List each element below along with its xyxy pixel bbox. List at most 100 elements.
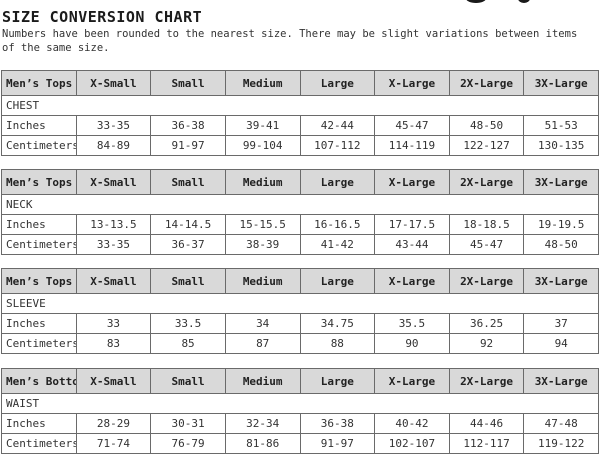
size-value: 43-44 (374, 234, 450, 255)
size-value: 76-79 (150, 433, 226, 454)
size-value: 14-14.5 (150, 214, 226, 235)
size-value: 81-86 (224, 433, 301, 454)
section-label: SLEEVE (1, 293, 599, 314)
size-value: 85 (150, 333, 226, 354)
size-value: 32-34 (224, 413, 301, 434)
unit-label: Centimeters (1, 135, 77, 156)
size-header: 2X-Large (448, 368, 525, 394)
size-value: 112-117 (448, 433, 525, 454)
table-row: Inches 33-35 36-38 39-41 42-44 45-47 48-50 51-5… (1, 115, 599, 136)
size-value: 18-18.5 (448, 214, 525, 235)
size-header: Large (299, 169, 376, 195)
size-header: X-Small (75, 368, 152, 394)
size-value: 47-48 (523, 413, 599, 434)
section-label: WAIST (1, 393, 599, 414)
size-header: Small (150, 368, 226, 394)
section-row: CHEST (1, 95, 599, 116)
size-header: X-Large (374, 169, 450, 195)
header-row: Men’s Tops X-Small Small Medium Large X-Large… (1, 169, 599, 195)
unit-label: Inches (1, 214, 77, 235)
size-value: 122-127 (448, 135, 525, 156)
size-header: 3X-Large (523, 368, 599, 394)
size-header: X-Small (75, 268, 152, 294)
table-row: Inches 28-29 30-31 32-34 36-38 40-42 44-46 47-4… (1, 413, 599, 434)
size-header: Medium (224, 70, 301, 96)
size-value: 130-135 (523, 135, 599, 156)
header-row: Men’s Tops X-Small Small Medium Large X-Large… (1, 70, 599, 96)
size-header: Small (150, 268, 226, 294)
unit-label: Inches (1, 313, 77, 334)
size-header: 2X-Large (448, 169, 525, 195)
size-value: 51-53 (523, 115, 599, 136)
size-header: Small (150, 70, 226, 96)
size-table-waist: Men’s BottomsX-SmallSmallMediumLargeX-La… (1, 368, 599, 454)
size-value: 87 (224, 333, 301, 354)
size-value: 41-42 (299, 234, 376, 255)
category-header: Men’s Tops (1, 169, 77, 195)
size-value: 107-112 (299, 135, 376, 156)
section-row: WAIST (1, 393, 599, 414)
size-value: 83 (75, 333, 152, 354)
size-value: 16-16.5 (299, 214, 376, 235)
section-row: NECK (1, 194, 599, 215)
size-value: 94 (523, 333, 599, 354)
size-header: 2X-Large (448, 268, 525, 294)
unit-label: Inches (1, 115, 77, 136)
page-title: SIZE CONVERSION CHART (2, 8, 203, 26)
size-header: 2X-Large (448, 70, 525, 96)
logo-fragment (466, 0, 486, 3)
size-value: 38-39 (224, 234, 301, 255)
table-row: Centimeters 33-35 36-37 38-39 41-42 43-44 45-4… (1, 234, 599, 255)
size-value: 40-42 (374, 413, 450, 434)
size-value: 39-41 (224, 115, 301, 136)
size-value: 33-35 (75, 115, 152, 136)
unit-label: Centimeters (1, 234, 77, 255)
size-header: Large (299, 268, 376, 294)
size-value: 45-47 (374, 115, 450, 136)
size-header: Small (150, 169, 226, 195)
category-header: Men’s Tops (1, 268, 77, 294)
size-value: 45-47 (448, 234, 525, 255)
size-value: 36.25 (448, 313, 525, 334)
size-value: 17-17.5 (374, 214, 450, 235)
size-header: X-Small (75, 70, 152, 96)
size-value: 44-46 (448, 413, 525, 434)
size-value: 48-50 (448, 115, 525, 136)
size-value: 99-104 (224, 135, 301, 156)
table-row: Inches 33 33.5 34 34.75 35.5 36.25 37 (1, 313, 599, 334)
size-value: 91-97 (299, 433, 376, 454)
size-value: 48-50 (523, 234, 599, 255)
size-value: 34.75 (299, 313, 376, 334)
size-value: 28-29 (75, 413, 152, 434)
table-row: Centimeters 71-74 76-79 81-86 91-97 102-107 11… (1, 433, 599, 454)
size-value: 91-97 (150, 135, 226, 156)
size-header: 3X-Large (523, 70, 599, 96)
size-value: 88 (299, 333, 376, 354)
table-row: Centimeters 83 85 87 88 90 92 94 (1, 333, 599, 354)
rounding-note: Numbers have been rounded to the nearest… (2, 28, 578, 54)
size-value: 30-31 (150, 413, 226, 434)
section-label: NECK (1, 194, 599, 215)
size-table-neck: Men’s Tops X-Small Small Medium Large X-Large… (1, 169, 599, 255)
size-header: X-Small (75, 169, 152, 195)
size-value: 19-19.5 (523, 214, 599, 235)
size-value: 36-38 (299, 413, 376, 434)
size-value: 42-44 (299, 115, 376, 136)
size-header: 3X-Large (523, 268, 599, 294)
size-value: 13-13.5 (75, 214, 152, 235)
size-value: 90 (374, 333, 450, 354)
header-row: Men’s Tops X-Small Small Medium Large X-Large… (1, 268, 599, 294)
header-row: Men’s BottomsX-SmallSmallMediumLargeX-La… (1, 368, 599, 394)
size-header: Large (299, 368, 376, 394)
category-header: Men’s Tops (1, 70, 77, 96)
size-value: 102-107 (374, 433, 450, 454)
table-row: Centimeters 84-89 91-97 99-104 107-112 114-11… (1, 135, 599, 156)
size-value: 33 (75, 313, 152, 334)
unit-label: Centimeters (1, 333, 77, 354)
size-value: 36-38 (150, 115, 226, 136)
size-table-sleeve: Men’s Tops X-Small Small Medium Large X-Large… (1, 268, 599, 354)
size-header: Large (299, 70, 376, 96)
size-header: Medium (224, 368, 301, 394)
size-value: 114-119 (374, 135, 450, 156)
size-header: X-Large (374, 268, 450, 294)
